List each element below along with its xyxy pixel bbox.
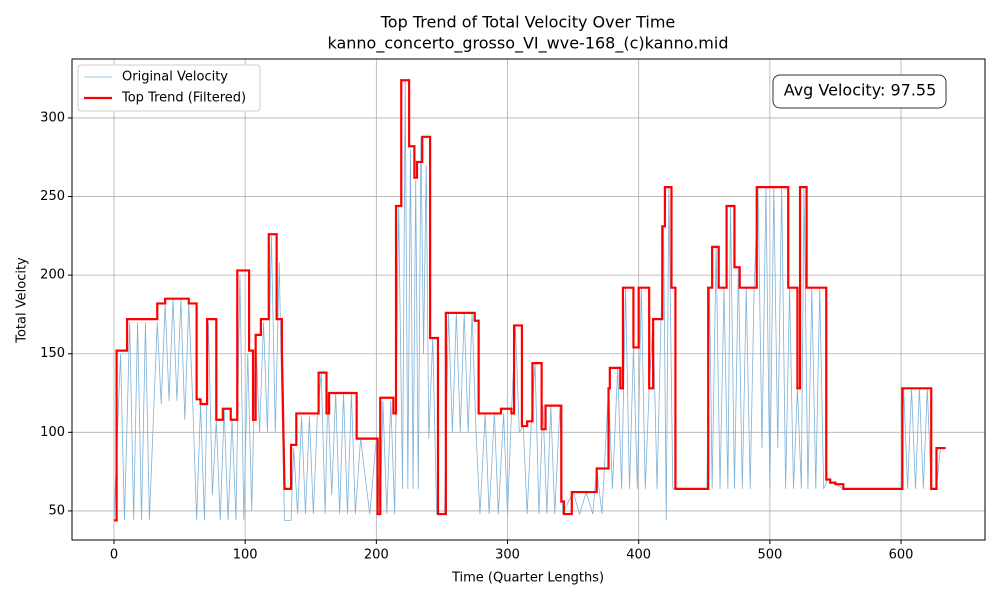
annotation-box xyxy=(772,74,947,109)
y-tick-label: 50 xyxy=(48,503,65,518)
y-tick-label: 100 xyxy=(40,425,65,440)
legend-label: Top Trend (Filtered) xyxy=(121,91,246,106)
x-tick-label: 600 xyxy=(889,548,914,563)
grid xyxy=(72,59,985,540)
x-tick-label: 200 xyxy=(364,548,389,563)
y-tick-label: 300 xyxy=(40,110,65,125)
y-tick-label: 150 xyxy=(40,346,65,361)
y-tick-label: 200 xyxy=(40,268,65,283)
chart-title: Top Trend of Total Velocity Over Time xyxy=(380,13,676,32)
x-axis-label: Time (Quarter Lengths) xyxy=(451,571,604,586)
legend-box xyxy=(77,64,261,112)
legend-label: Original Velocity xyxy=(122,70,228,85)
annotation: Avg Velocity: 97.55 xyxy=(784,81,937,100)
chart-subtitle: kanno_concerto_grosso_VI_wve-168_(c)kann… xyxy=(327,34,728,54)
plot-area xyxy=(113,79,946,522)
x-tick-label: 400 xyxy=(626,548,651,563)
y-tick-label: 250 xyxy=(40,189,65,204)
y-axis-label: Total Velocity xyxy=(15,257,30,344)
x-tick-label: 300 xyxy=(495,548,520,563)
axes-frame xyxy=(71,58,986,541)
data-line xyxy=(113,79,946,522)
x-tick-label: 0 xyxy=(110,548,118,563)
legend: Original Velocity Top Trend (Filtered) xyxy=(77,64,261,112)
x-tick-label: 100 xyxy=(233,548,258,563)
data-line xyxy=(113,80,946,521)
ticks: 0 100 200 300 400 500 600 50 100 150 200 250 300 xyxy=(40,110,913,562)
x-tick-label: 500 xyxy=(757,548,782,563)
